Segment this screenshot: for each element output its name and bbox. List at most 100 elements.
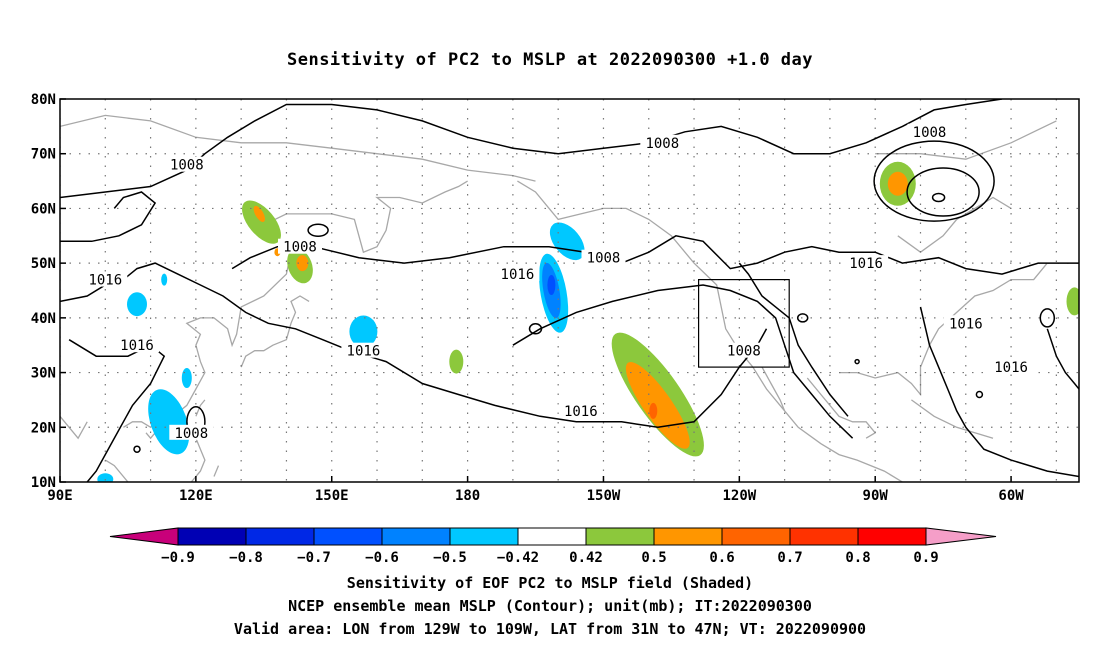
shading-region — [242, 200, 281, 244]
contour-ring — [873, 140, 995, 222]
colorbar-label: 0.42 — [569, 550, 603, 566]
map-frame — [59, 98, 1080, 483]
coastline — [897, 196, 1012, 254]
shading-region — [625, 362, 690, 449]
contour-label: 1016 — [994, 360, 1028, 376]
mslp-contours — [60, 99, 1079, 482]
shading-region — [127, 292, 147, 317]
contour-label-bg — [558, 402, 603, 418]
shading-region — [161, 273, 168, 286]
contour-ring — [796, 313, 809, 323]
coastline — [195, 399, 206, 417]
contour-label: 1016 — [564, 404, 598, 420]
colorbar-label: −0.7 — [297, 550, 331, 566]
contour-ring — [307, 223, 329, 238]
y-tick-label: 70N — [31, 147, 56, 163]
shading-region — [349, 315, 378, 348]
colorbar-label: 0.6 — [709, 550, 734, 566]
x-tick-label: 180 — [455, 488, 480, 504]
contour-label: 1016 — [88, 273, 122, 289]
contour-label-bg — [581, 249, 626, 265]
contour-ring — [1039, 308, 1056, 328]
contour-label: 1008 — [913, 125, 947, 141]
contour-line — [60, 191, 157, 243]
y-tick-label: 60N — [31, 201, 56, 217]
x-tick-label: 90E — [47, 488, 72, 504]
chart-title: Sensitivity of PC2 to MSLP at 2022090300… — [286, 50, 813, 70]
colorbar-arrow-high — [925, 527, 997, 546]
x-axis: 90E 120E 150E 180 150W 120W 90W 60W — [47, 476, 1024, 504]
contour-ring — [133, 445, 141, 453]
coastline — [172, 180, 468, 417]
contour-label: 1016 — [501, 267, 535, 283]
shading-region — [887, 171, 908, 196]
contour-label: 1016 — [949, 316, 983, 332]
contour-ring — [528, 323, 543, 335]
x-tick-label: 120W — [722, 488, 756, 504]
colorbar-segment — [381, 527, 451, 546]
coastline — [240, 295, 310, 368]
contour-ring — [854, 358, 860, 365]
shading-region — [296, 255, 309, 272]
contour-label-bg — [278, 238, 322, 254]
contour-label-bg — [115, 337, 159, 353]
y-tick-label: 40N — [31, 311, 56, 327]
colorbar-segment — [721, 527, 791, 546]
coastline — [60, 114, 536, 182]
x-tick-label: 60W — [998, 488, 1024, 504]
colorbar-segment — [245, 527, 315, 546]
colorbar-segment — [177, 527, 247, 546]
contour-label-bg — [495, 266, 540, 282]
contour-label-bg — [169, 424, 214, 440]
colorbar: −0.9 −0.8 −0.7 −0.6 −0.5 −0.42 0.42 0.5 0.6 0.7 0.… — [109, 527, 997, 566]
colorbar-segment — [653, 527, 723, 546]
contour-ring — [975, 390, 984, 399]
colorbar-label: −0.6 — [365, 550, 399, 566]
contour-label-bg — [943, 315, 988, 331]
y-tick-label: 50N — [31, 256, 56, 272]
y-tick-label: 10N — [31, 475, 56, 491]
contour-label: 1016 — [849, 256, 883, 272]
colorbar-label: 0.7 — [777, 550, 802, 566]
valid-area-box — [697, 279, 790, 368]
contour-line — [231, 235, 1079, 275]
x-tick-label: 120E — [179, 488, 213, 504]
contour-label-bg — [83, 271, 128, 287]
shading-region — [148, 389, 190, 455]
contour-label-bg — [640, 134, 685, 150]
colorbar-segment — [789, 527, 859, 546]
colorbar-label: −0.5 — [433, 550, 467, 566]
grid-lines — [60, 99, 1079, 482]
colorbar-segment — [313, 527, 383, 546]
coastline — [761, 366, 786, 412]
caption-valid-area: Valid area: LON from 129W to 109W, LAT f… — [233, 620, 867, 638]
contour-line — [68, 339, 166, 482]
colorbar-label: 0.9 — [913, 550, 938, 566]
sensitivity-shading — [97, 161, 1079, 482]
colorbar-segment — [449, 527, 519, 546]
y-tick-label: 80N — [31, 92, 56, 108]
contour-line — [1046, 328, 1079, 390]
coastline — [911, 399, 994, 439]
shading-region — [1066, 287, 1079, 316]
y-tick-label: 20N — [31, 420, 56, 436]
caption-shading: Sensitivity of EOF PC2 to MSLP field (Sh… — [346, 574, 754, 592]
contour-label: 1016 — [347, 344, 381, 360]
contour-ring — [906, 167, 980, 217]
y-axis: 10N 20N 30N 40N 50N 60N 70N 80N — [31, 92, 66, 491]
contour-label-bg — [907, 123, 952, 139]
caption-contour: NCEP ensemble mean MSLP (Contour); unit(… — [288, 597, 812, 615]
colorbar-arrow-low — [109, 527, 179, 546]
contour-label: 1008 — [645, 136, 679, 152]
shading-region — [547, 275, 556, 295]
contour-label-bg — [844, 255, 889, 271]
shading-region — [97, 473, 114, 482]
contour-label-bg — [989, 359, 1034, 375]
coastline — [104, 459, 129, 482]
x-tick-label: 90W — [863, 488, 889, 504]
contour-label-bg — [341, 342, 386, 358]
colorbar-label: −0.8 — [229, 550, 263, 566]
contour-line — [512, 284, 854, 439]
shading-region — [649, 402, 658, 419]
